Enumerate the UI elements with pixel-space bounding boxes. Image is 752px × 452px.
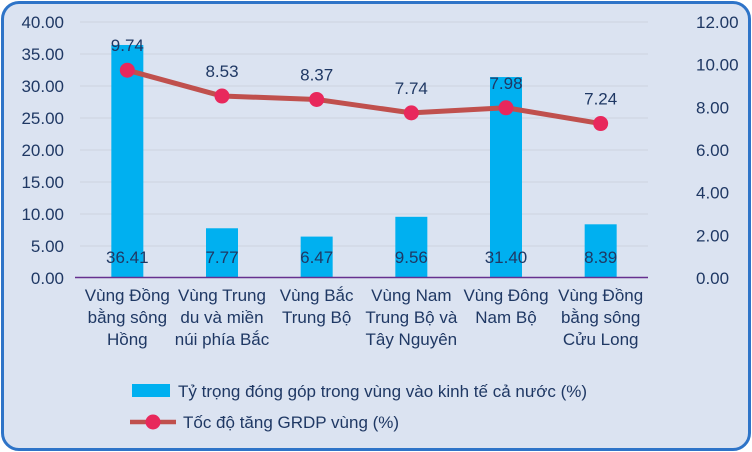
y-axis-left-tick-label: 40.00 <box>21 13 64 32</box>
y-axis-left-tick-label: 25.00 <box>21 109 64 128</box>
line-value-label: 7.74 <box>395 79 428 98</box>
grdp-line-marker <box>214 88 230 104</box>
x-axis-category-label: Cửu Long <box>563 330 639 349</box>
bar-value-label: 31.40 <box>485 248 528 267</box>
x-axis-category-label: Vùng Đồng <box>85 286 170 305</box>
y-axis-right-tick-label: 4.00 <box>696 184 729 203</box>
grdp-line-marker <box>403 105 419 121</box>
legend-marker <box>145 414 161 430</box>
bar-value-label: 7.77 <box>205 248 238 267</box>
x-axis-category-label: núi phía Bắc <box>175 330 270 349</box>
x-axis-category-label: Vùng Đông <box>463 286 548 305</box>
y-axis-left-tick-label: 10.00 <box>21 205 64 224</box>
y-axis-right-tick-label: 12.00 <box>696 13 739 32</box>
y-axis-left-tick-label: 0.00 <box>31 269 64 288</box>
legend-label-line-series: Tốc độ tăng GRDP vùng (%) <box>183 413 399 432</box>
line-value-label: 8.53 <box>205 62 238 81</box>
grdp-line-marker <box>119 62 135 78</box>
x-axis-category-label: Nam Bộ <box>475 308 536 327</box>
y-axis-left-tick-label: 5.00 <box>31 237 64 256</box>
x-axis-category-label: Vùng Đồng <box>558 286 643 305</box>
line-value-label: 7.98 <box>489 74 522 93</box>
x-axis-category-label: bằng sông <box>561 308 640 327</box>
y-axis-right-tick-label: 8.00 <box>696 98 729 117</box>
x-axis-category-label: Tây Nguyên <box>365 330 457 349</box>
legend-label-bar-series: Tỷ trọng đóng góp trong vùng vào kinh tế… <box>178 382 587 401</box>
y-axis-left-tick-label: 20.00 <box>21 141 64 160</box>
y-axis-right-tick-label: 2.00 <box>696 226 729 245</box>
line-value-label: 9.74 <box>111 36 144 55</box>
y-axis-right-tick-label: 0.00 <box>696 269 729 288</box>
grdp-line-marker <box>593 116 609 132</box>
bar <box>395 216 428 278</box>
legend-swatch-bar <box>132 384 170 397</box>
bar-value-label: 9.56 <box>395 248 428 267</box>
bar <box>111 44 144 279</box>
x-axis-category-label: Trung Bộ <box>282 308 351 327</box>
x-axis-category-label: bằng sông <box>88 308 167 327</box>
x-axis-category-label: du và miền <box>180 308 263 327</box>
line-value-label: 7.24 <box>584 90 617 109</box>
x-axis-category-label: Hồng <box>107 330 148 349</box>
x-axis-category-label: Vùng Nam <box>371 286 451 305</box>
bar-value-label: 6.47 <box>300 248 333 267</box>
grdp-line <box>126 67 602 127</box>
grdp-line-marker <box>498 100 514 116</box>
y-axis-right-tick-label: 6.00 <box>696 141 729 160</box>
y-axis-left-tick-label: 30.00 <box>21 77 64 96</box>
bar <box>206 228 238 278</box>
bar-value-label: 36.41 <box>106 248 149 267</box>
grdp-line-marker <box>309 91 325 107</box>
line-value-label: 8.37 <box>300 65 333 84</box>
bar <box>584 224 617 278</box>
x-axis-category-label: Trung Bộ và <box>365 308 458 327</box>
bar <box>300 236 333 278</box>
y-axis-left-tick-label: 15.00 <box>21 173 64 192</box>
x-axis-category-label: Vùng Trung <box>178 286 266 305</box>
y-axis-right-tick-label: 10.00 <box>696 56 739 75</box>
bar-value-label: 8.39 <box>584 248 617 267</box>
y-axis-left-tick-label: 35.00 <box>21 45 64 64</box>
x-axis-category-label: Vùng Bắc <box>280 286 354 305</box>
